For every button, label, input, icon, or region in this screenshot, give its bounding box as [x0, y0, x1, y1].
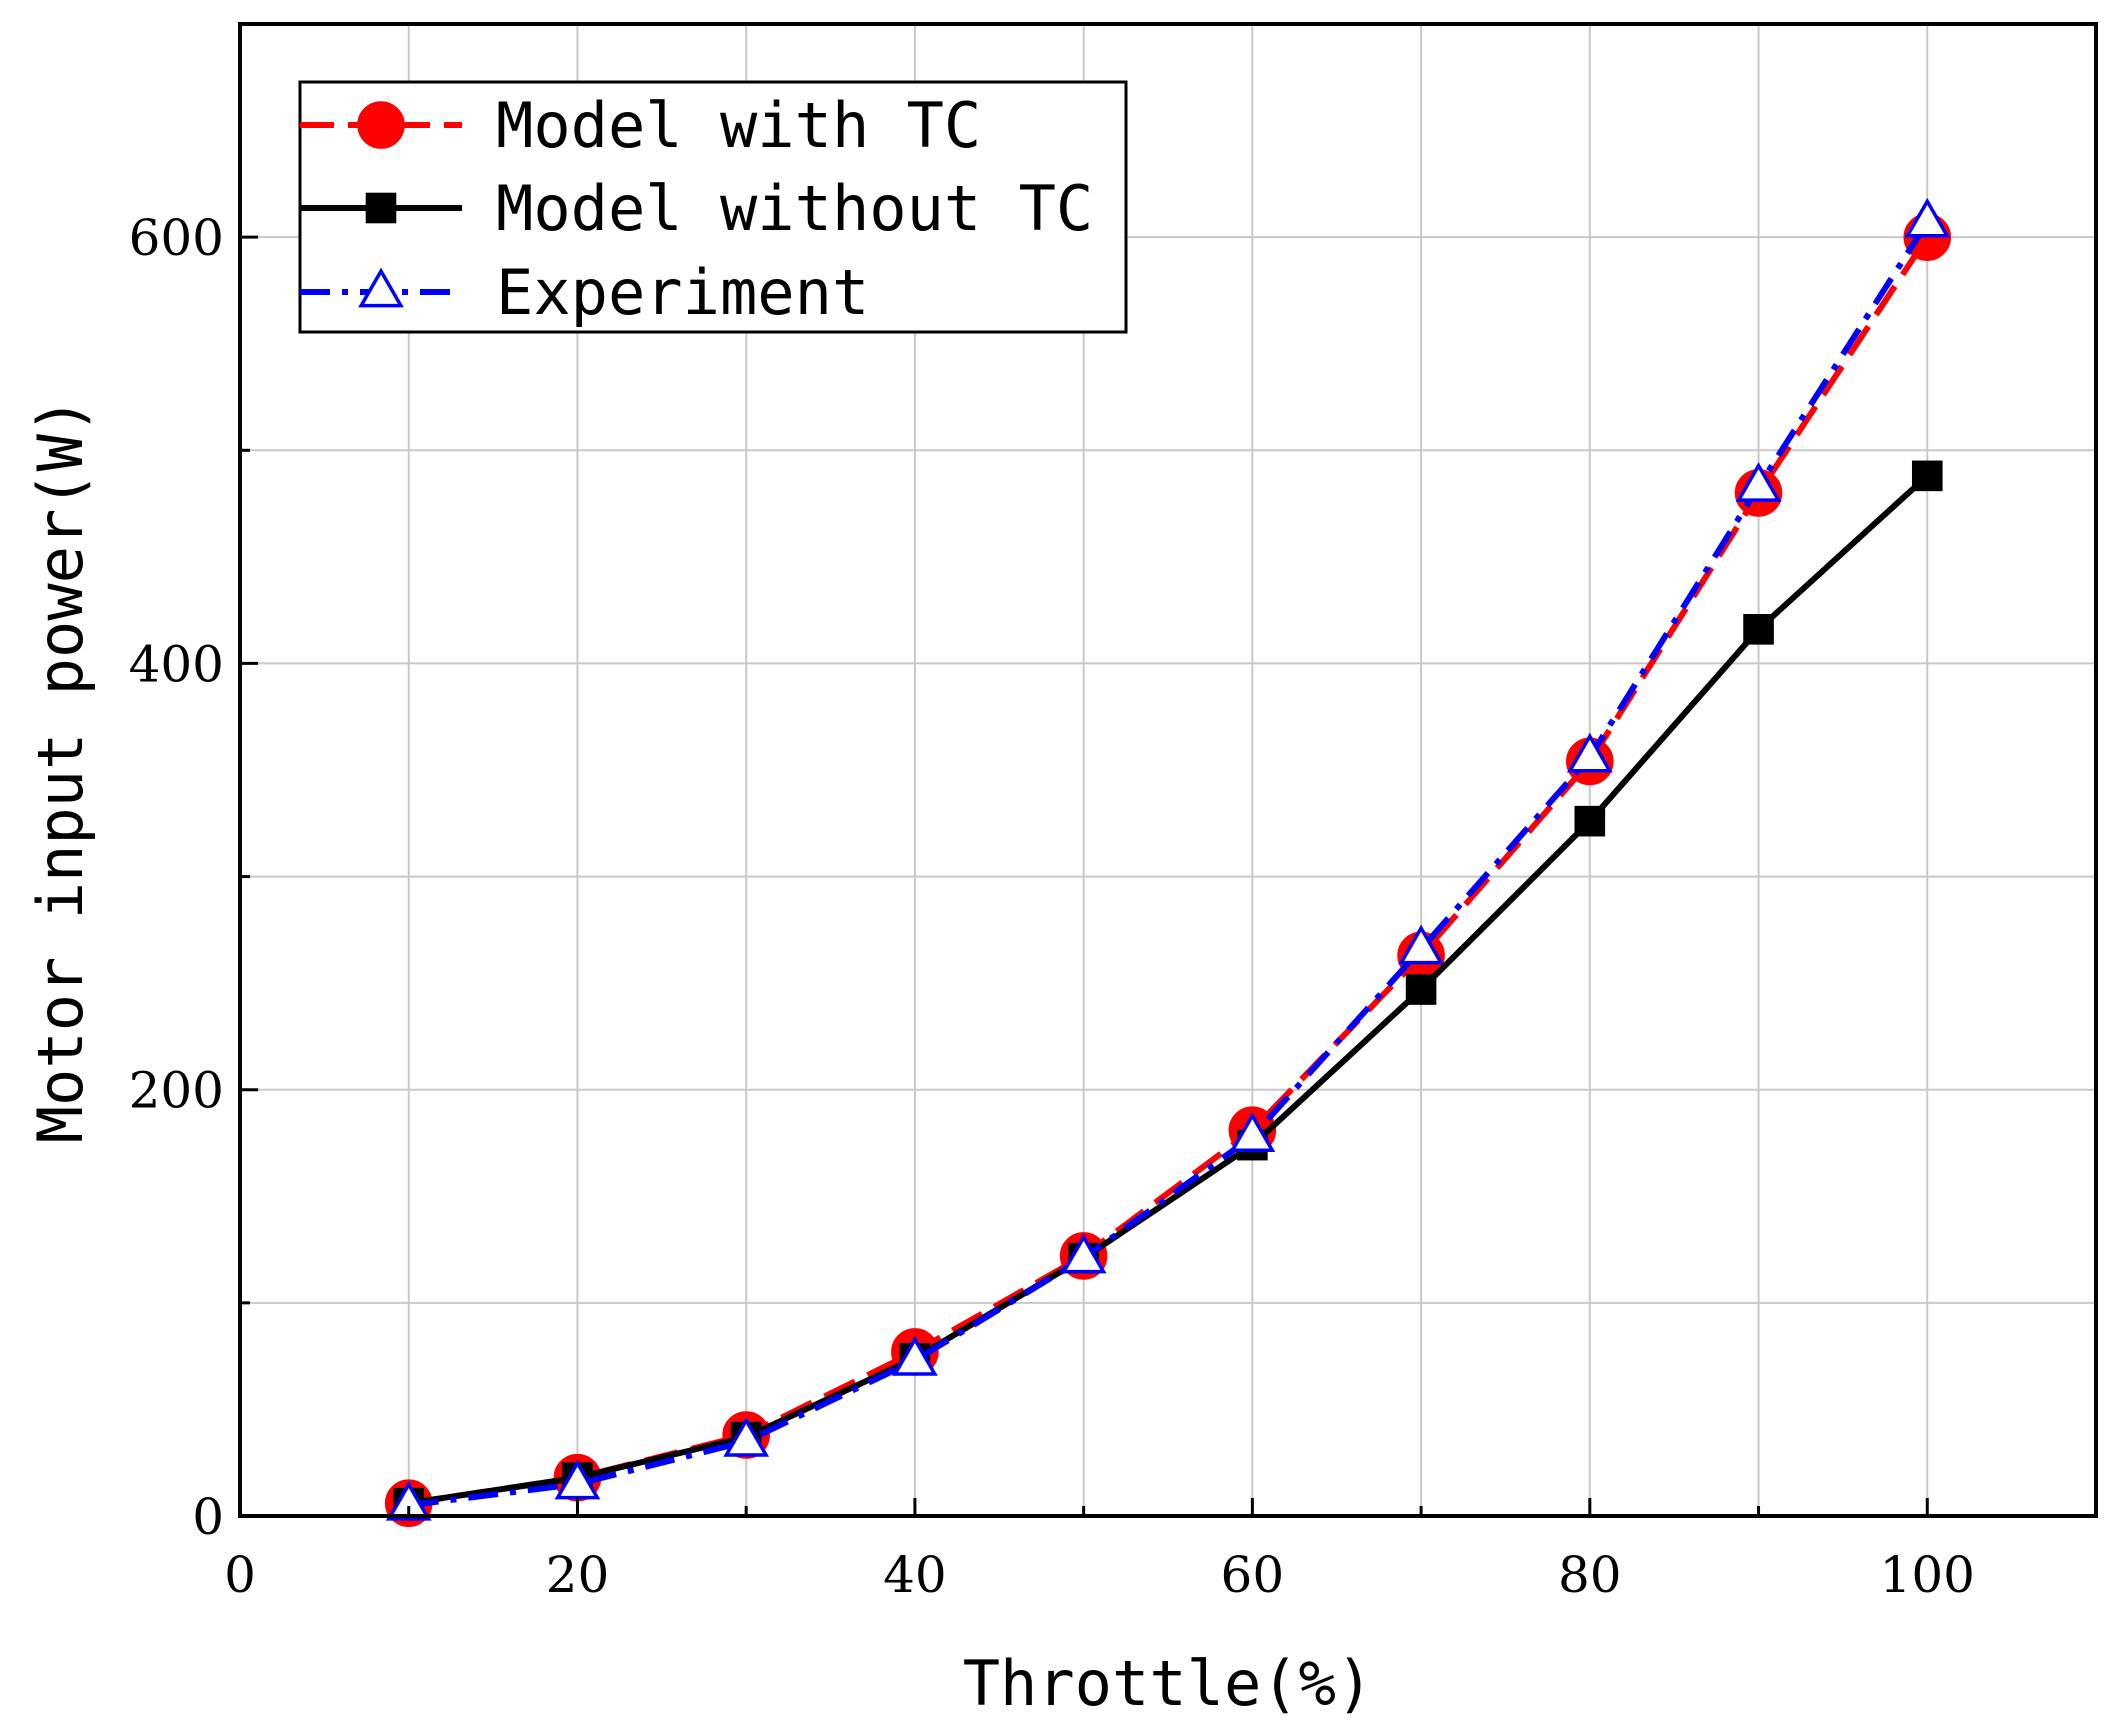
series-line-2: [408, 220, 1930, 1509]
data-point-1: [1405, 974, 1437, 1005]
data-point-1: [1574, 805, 1606, 837]
legend: Model with TC Model without TC Experiment: [298, 80, 1128, 334]
data-point-2: [1229, 1112, 1276, 1152]
x-axis-title: Throttle(%): [963, 1647, 1374, 1720]
x-tick-label: 20: [546, 1546, 610, 1604]
data-point-2: [385, 1480, 432, 1521]
data-point-1: [1911, 460, 1943, 492]
data-point-2: [1566, 732, 1613, 773]
plot-area-frame: [238, 22, 2098, 1518]
data-point-2: [1398, 924, 1444, 965]
series-layer: [384, 197, 1952, 1528]
legend-label-2: Experiment: [496, 256, 869, 329]
y-tick-label: 0: [192, 1488, 224, 1546]
data-point-1: [1743, 614, 1774, 645]
legend-marker-1: [365, 192, 397, 224]
legend-marker-2: [358, 267, 404, 308]
y-tick-label: 200: [129, 1062, 224, 1120]
x-tick-label: 0: [224, 1546, 256, 1604]
axis-ticks: 0 20 40 60 80 100 0 200 400 600: [129, 209, 1975, 1604]
x-tick-label: 100: [1880, 1546, 1975, 1604]
data-point-2: [1735, 462, 1782, 502]
legend-label-0: Model with TC: [496, 89, 981, 162]
data-point-2: [892, 1335, 938, 1376]
y-axis-title: Motor input power(W): [24, 397, 97, 1144]
data-point-2: [1060, 1233, 1107, 1274]
data-point-2: [1904, 197, 1951, 238]
legend-label-1: Model without TC: [496, 172, 1093, 245]
series-line-1: [408, 473, 1930, 1507]
series-line-0: [408, 235, 1930, 1507]
x-tick-label: 80: [1558, 1546, 1622, 1604]
data-point-2: [723, 1416, 770, 1457]
x-tick-label: 60: [1221, 1546, 1285, 1604]
x-tick-label: 40: [883, 1546, 947, 1604]
data-point-2: [554, 1459, 601, 1500]
y-tick-label: 600: [129, 209, 224, 267]
y-tick-label: 400: [129, 635, 224, 693]
legend-marker-0: [357, 101, 405, 149]
